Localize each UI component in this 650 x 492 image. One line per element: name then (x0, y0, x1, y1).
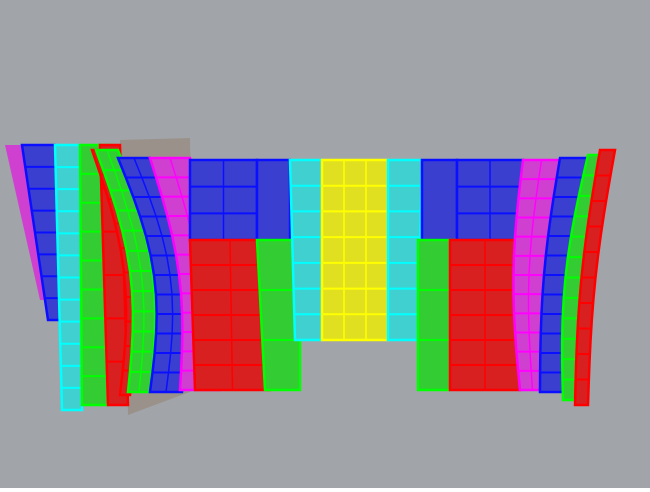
curve-green-panel-col-line (106, 149, 145, 393)
left-red-panel-col-line (229, 239, 234, 391)
curve-blue-panel-col-line (133, 157, 174, 393)
center-yellow-panel (320, 158, 390, 342)
center-cyan-left-panel (288, 158, 324, 342)
left-blue-narrow-panel (255, 158, 292, 242)
right-magenta-panel-col-line (527, 159, 543, 391)
right-blue-narrow-panel (420, 158, 459, 242)
